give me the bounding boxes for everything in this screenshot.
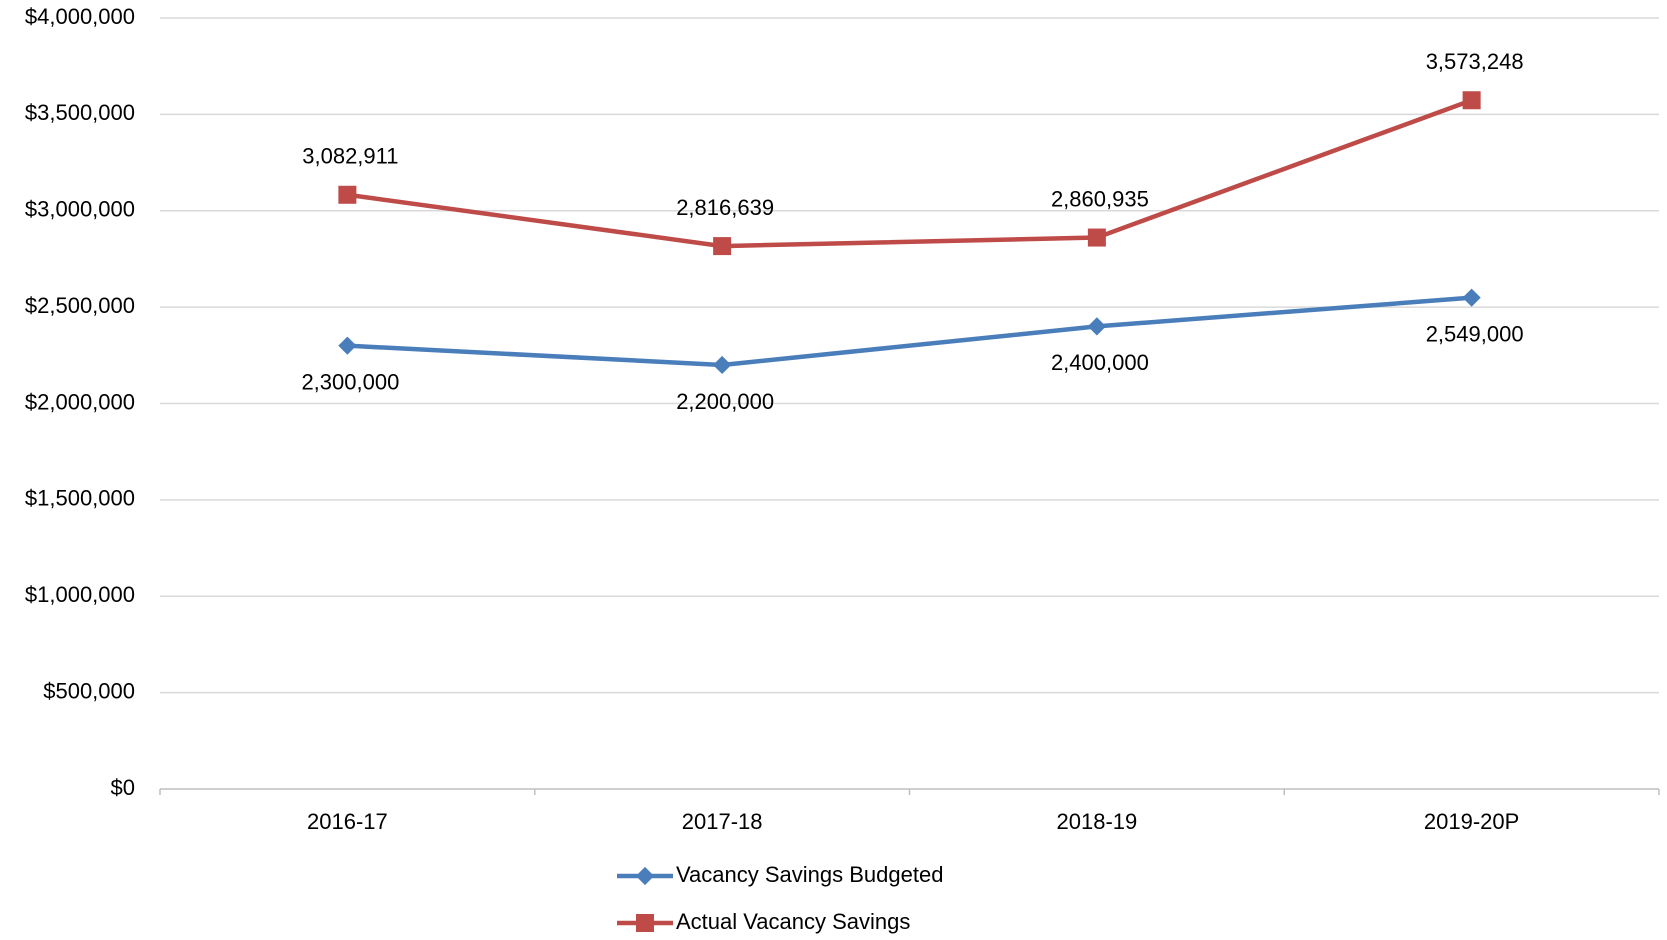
data-label: 2,400,000 — [1051, 350, 1149, 375]
y-tick-label: $2,000,000 — [25, 389, 135, 414]
legend-label: Actual Vacancy Savings — [676, 909, 910, 934]
x-tick-label: 2018-19 — [1057, 809, 1138, 834]
y-tick-label: $1,500,000 — [25, 486, 135, 511]
data-point — [1087, 317, 1106, 336]
legend-marker — [635, 866, 655, 886]
x-tick-label: 2016-17 — [307, 809, 388, 834]
series-line — [347, 98, 1473, 249]
data-point — [713, 237, 732, 256]
series-line — [347, 295, 1472, 368]
y-tick-label: $4,000,000 — [25, 4, 135, 29]
data-label: 2,816,639 — [676, 195, 774, 220]
x-tick-label: 2019-20P — [1424, 809, 1519, 834]
data-point — [1087, 228, 1106, 247]
data-point — [338, 336, 357, 355]
y-tick-label: $3,500,000 — [25, 100, 135, 125]
data-point — [1462, 288, 1481, 307]
data-point — [338, 185, 357, 204]
y-tick-label: $3,000,000 — [25, 197, 135, 222]
data-label: 3,082,911 — [302, 144, 398, 169]
y-tick-label: $0 — [111, 775, 135, 800]
y-tick-label: $500,000 — [43, 678, 135, 703]
data-point — [713, 355, 732, 375]
legend-marker — [636, 914, 654, 932]
y-tick-label: $2,500,000 — [25, 293, 135, 318]
data-label: 2,300,000 — [301, 369, 399, 394]
legend-label: Vacancy Savings Budgeted — [676, 862, 943, 887]
x-tick-label: 2017-18 — [682, 809, 763, 834]
y-tick-label: $1,000,000 — [25, 582, 135, 607]
data-point — [1462, 91, 1481, 110]
data-label: 3,573,248 — [1426, 49, 1524, 74]
data-label: 2,549,000 — [1426, 321, 1524, 346]
data-label: 2,860,935 — [1051, 186, 1149, 211]
data-label: 2,200,000 — [676, 389, 774, 414]
